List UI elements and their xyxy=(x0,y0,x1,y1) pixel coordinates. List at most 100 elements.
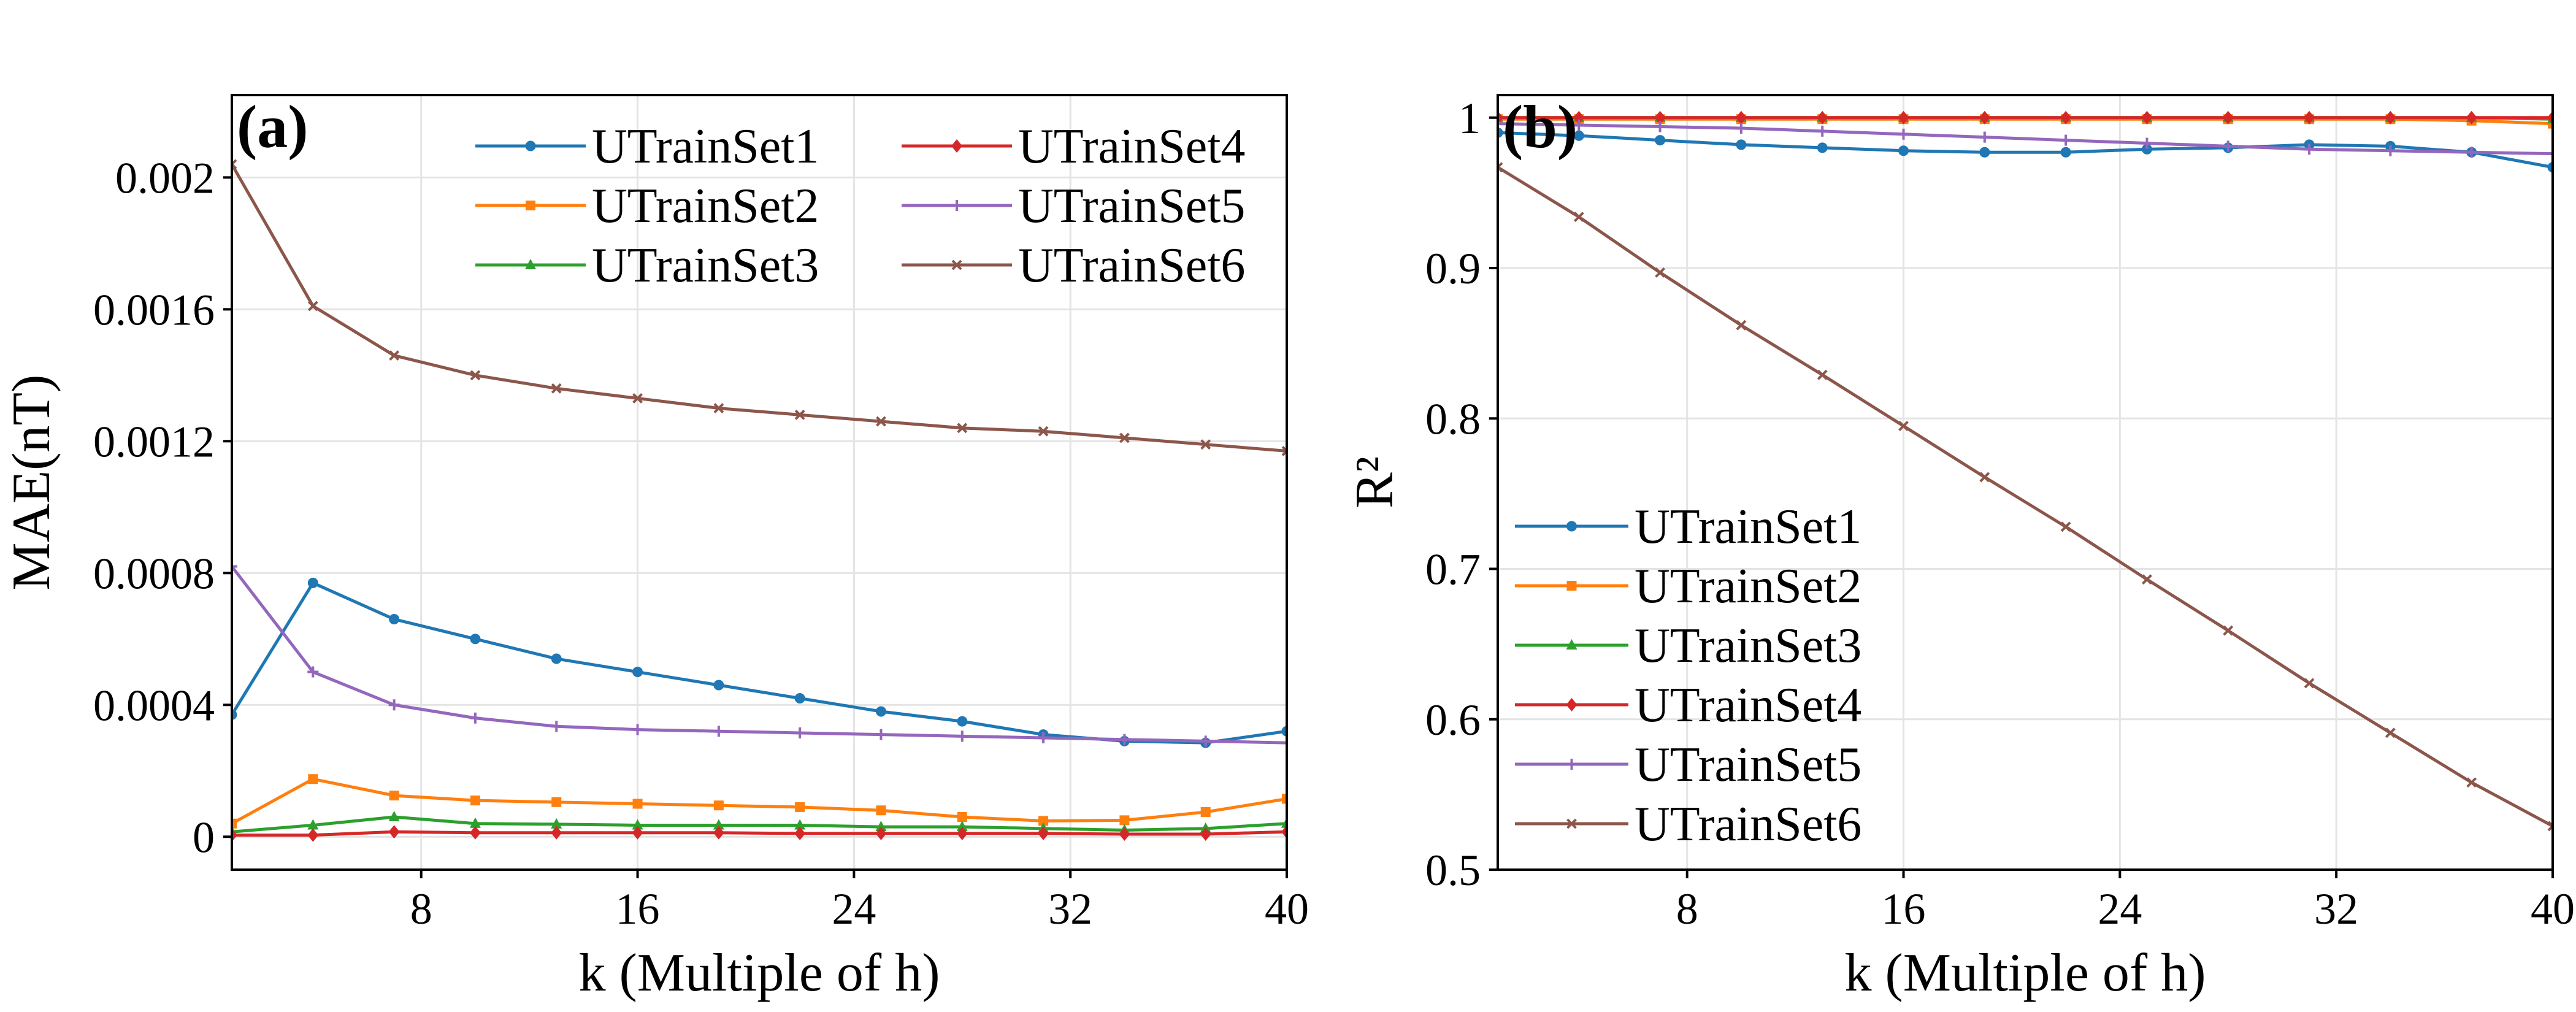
series-UTrainSet1 xyxy=(1498,127,2553,173)
series-line xyxy=(1498,166,2553,828)
data-point xyxy=(1038,426,1049,437)
legend-label: UTrainSet5 xyxy=(1018,179,1245,233)
data-point xyxy=(2304,678,2315,689)
data-point xyxy=(389,791,399,801)
data-point xyxy=(1282,794,1287,804)
data-point xyxy=(2222,140,2234,152)
data-point xyxy=(388,699,400,711)
y-tick-label: 0.002 xyxy=(115,153,215,202)
data-point xyxy=(1200,807,1211,817)
data-point xyxy=(875,826,887,840)
data-point xyxy=(713,819,724,830)
data-point xyxy=(232,828,237,842)
y-tick-label: 0.0016 xyxy=(93,285,215,334)
data-point xyxy=(1038,732,1049,744)
data-point xyxy=(632,799,643,809)
data-point xyxy=(794,727,806,738)
data-point xyxy=(1979,110,1990,125)
data-point xyxy=(632,826,643,840)
data-point xyxy=(795,802,805,812)
series-UTrainSet4 xyxy=(232,825,1287,842)
data-point xyxy=(551,383,562,394)
panel-b-r2-chart: 8 16 24 32 40 0.5 0.6 0.7 0.8 0.9 1 k (Multiple of … xyxy=(1345,93,2575,1003)
legend-marker xyxy=(526,201,535,210)
x-tick-label: 40 xyxy=(1265,884,1309,933)
data-point xyxy=(308,774,318,784)
data-point xyxy=(2547,110,2553,125)
data-point xyxy=(307,577,318,588)
y-axis-label: MAE(nT) xyxy=(2,375,61,591)
data-point xyxy=(1573,212,1584,223)
data-point xyxy=(2547,821,2553,832)
data-point xyxy=(232,818,237,829)
series-line xyxy=(1498,122,2553,156)
data-point xyxy=(1200,439,1211,450)
data-point xyxy=(551,826,562,840)
legend-label: UTrainSet2 xyxy=(592,179,819,233)
legend-entry: UTrainSet1 xyxy=(475,120,819,174)
legend-label: UTrainSet6 xyxy=(1635,797,1861,851)
data-point xyxy=(1119,827,1130,841)
data-point xyxy=(1573,120,1585,131)
data-point xyxy=(2304,144,2315,155)
data-point xyxy=(1200,827,1211,841)
legend-entry: UTrainSet5 xyxy=(902,179,1245,233)
data-point xyxy=(2304,110,2315,125)
data-point xyxy=(1898,128,1909,140)
legend-marker xyxy=(525,140,536,151)
data-point xyxy=(469,817,481,828)
data-point xyxy=(713,800,724,811)
series-UTrainSet5 xyxy=(232,561,1287,749)
data-point xyxy=(1573,130,1584,141)
panel-a-mae-chart: 8 16 24 32 40 0 0.0004 0.0008 0.0012 0.0016 0.002 k… xyxy=(2,93,1309,1003)
data-point xyxy=(1498,110,1503,125)
legend-marker xyxy=(1566,639,1577,650)
data-point xyxy=(388,825,400,839)
legend-marker xyxy=(1566,759,1577,770)
legend-label: UTrainSet1 xyxy=(592,120,819,174)
legend-marker xyxy=(951,200,962,211)
data-point xyxy=(551,818,562,829)
data-point xyxy=(307,666,319,678)
series-line xyxy=(232,777,1287,825)
data-point xyxy=(551,797,562,807)
data-point xyxy=(2385,110,2396,125)
data-point xyxy=(2141,137,2153,149)
data-point xyxy=(470,370,481,381)
data-point xyxy=(956,730,968,742)
data-point xyxy=(470,634,481,645)
x-tick-label: 32 xyxy=(2314,884,2358,933)
legend-marker xyxy=(951,139,962,153)
data-point xyxy=(1736,139,1747,150)
data-point xyxy=(1655,135,1666,146)
data-point xyxy=(388,811,400,822)
data-point xyxy=(794,693,805,704)
x-tick-label: 16 xyxy=(1882,884,1926,933)
data-point xyxy=(875,729,887,740)
legend-label: UTrainSet1 xyxy=(1635,500,1861,554)
data-point xyxy=(1817,125,1828,137)
data-point xyxy=(469,712,481,724)
data-point xyxy=(713,826,724,840)
data-point xyxy=(1736,320,1747,331)
data-point xyxy=(1038,826,1049,840)
data-point xyxy=(632,667,643,678)
series-UTrainSet6 xyxy=(1498,162,2553,832)
data-point xyxy=(1573,110,1585,125)
data-point xyxy=(307,828,319,842)
series-line xyxy=(232,565,1287,745)
data-point xyxy=(2466,777,2477,788)
data-point xyxy=(1655,267,1666,278)
data-point xyxy=(875,821,887,832)
x-tick-label: 32 xyxy=(1048,884,1092,933)
x-tick-label: 8 xyxy=(1676,884,1698,933)
plot-frame xyxy=(1497,94,2554,871)
legend-label: UTrainSet4 xyxy=(1018,120,1245,174)
y-tick-label: 0.0012 xyxy=(93,417,215,466)
data-point xyxy=(1898,145,1909,156)
data-point xyxy=(1817,369,1828,380)
data-point xyxy=(2141,110,2153,125)
data-point xyxy=(2466,147,2477,158)
data-point xyxy=(307,819,319,830)
data-point xyxy=(632,819,643,830)
